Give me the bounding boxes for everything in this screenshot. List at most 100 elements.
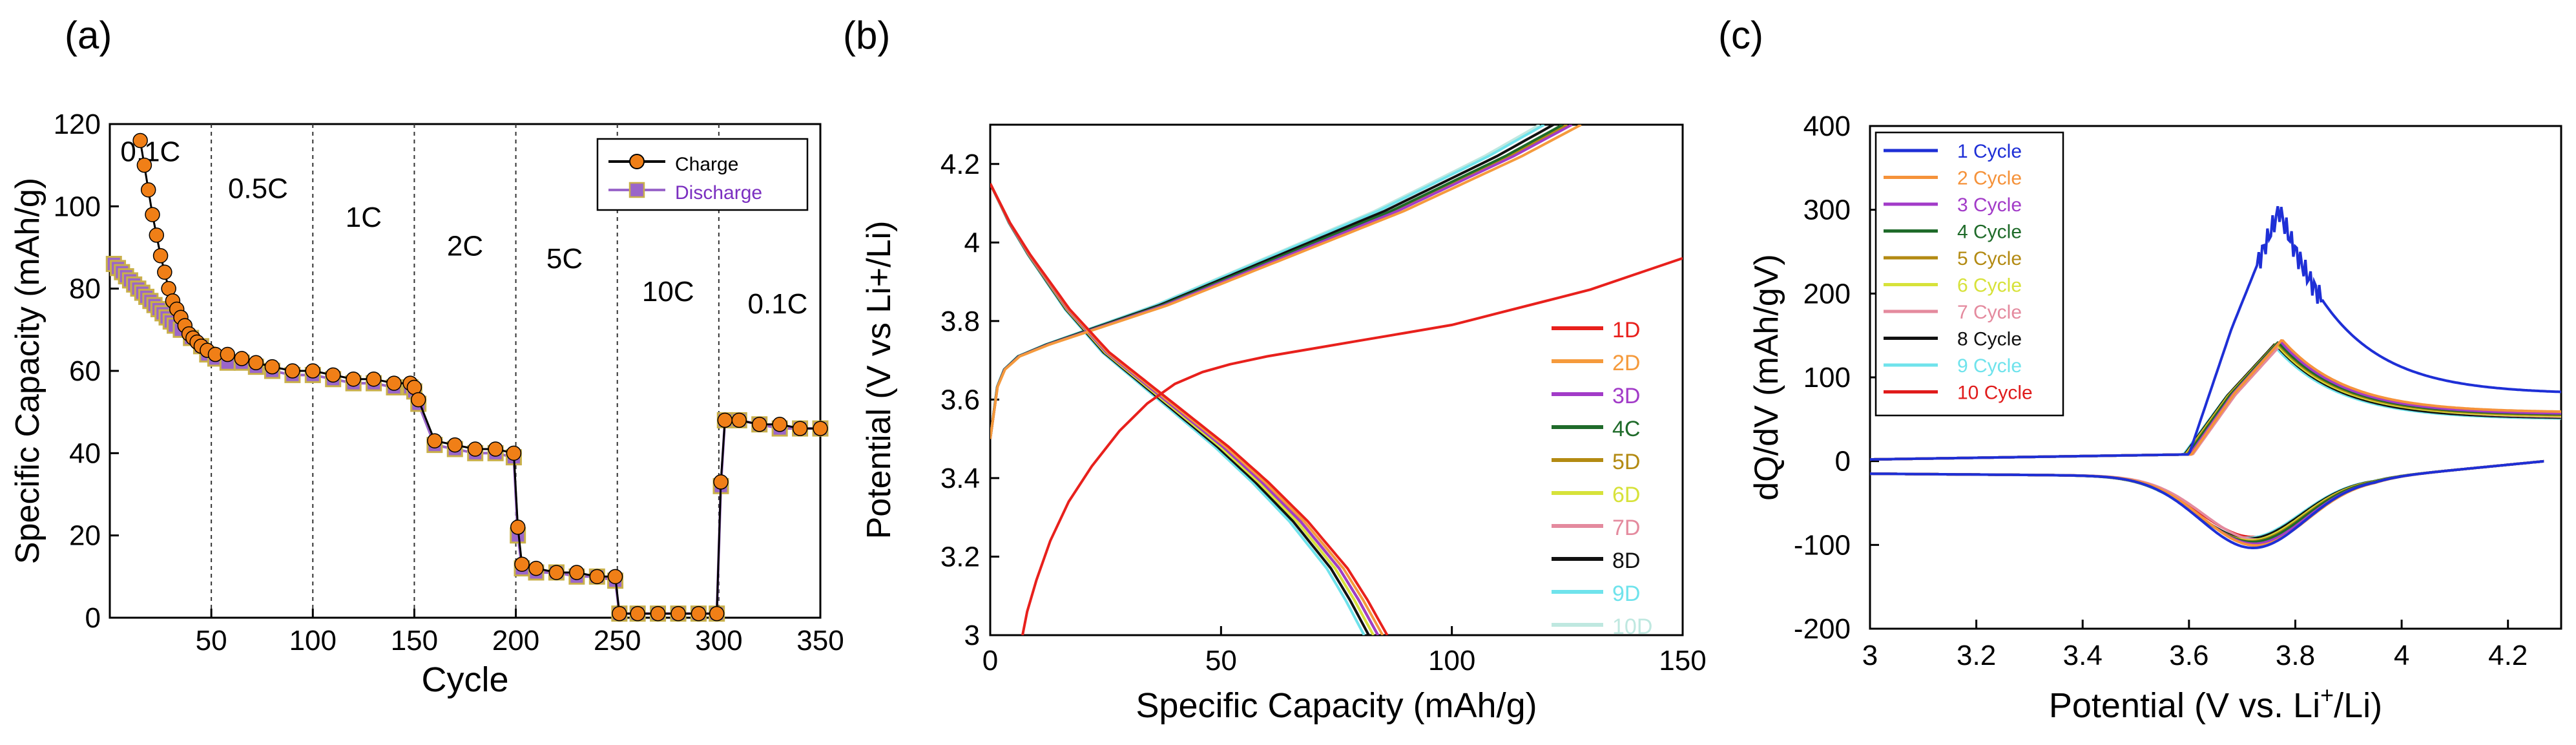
y-tick-label: 3.6 <box>940 384 980 415</box>
charge-point <box>467 441 483 457</box>
legend-label: 6D <box>1612 483 1640 507</box>
charge-curve <box>1021 257 1683 635</box>
x-tick-label: 50 <box>1205 645 1237 677</box>
legend-label: 8 Cycle <box>1957 329 2022 350</box>
charge-point <box>149 227 165 243</box>
discharge-line <box>112 263 820 615</box>
x-tick-label: 4.2 <box>2488 640 2528 671</box>
panel-a-legend: Charge Discharge <box>596 138 809 211</box>
legend-label: 10D <box>1612 614 1652 639</box>
legend-discharge-marker <box>628 182 645 198</box>
charge-point <box>751 417 767 432</box>
panel-a-xlabel: Cycle <box>421 660 508 699</box>
legend-charge-marker <box>629 154 645 169</box>
charge-point <box>528 560 544 576</box>
discharge-curve <box>990 183 1384 635</box>
charge-point <box>157 264 172 280</box>
panel-b-label: (b) <box>843 14 890 57</box>
x-tick-label: 0 <box>982 645 998 677</box>
charge-curve <box>990 125 1545 439</box>
charge-point <box>427 433 442 448</box>
discharge-curve <box>990 183 1380 635</box>
charge-point <box>136 157 152 173</box>
x-tick-label: 300 <box>695 625 742 656</box>
discharge-dqdv-curve <box>1870 459 2544 540</box>
x-tick-label: 3.2 <box>1957 640 1996 671</box>
legend-label: 6 Cycle <box>1957 275 2022 297</box>
charge-point <box>140 182 156 198</box>
y-tick-label: 120 <box>54 109 101 140</box>
legend-label: 7D <box>1612 516 1640 540</box>
legend-label: 3D <box>1612 384 1640 408</box>
y-tick-label: 40 <box>69 437 101 469</box>
legend-label: 2D <box>1612 351 1640 375</box>
legend-label: 1 Cycle <box>1957 141 2022 162</box>
charge-point <box>234 351 250 366</box>
rate-label: 0.5C <box>228 173 288 205</box>
panel-b-xlabel: Specific Capacity (mAh/g) <box>1136 686 1537 725</box>
legend-charge-label: Charge <box>675 154 738 175</box>
discharge-curve <box>990 183 1380 635</box>
panel-c-label: (c) <box>1718 14 1763 57</box>
charge-point <box>510 519 526 535</box>
y-tick-label: -200 <box>1794 613 1851 645</box>
legend-label: 1D <box>1612 318 1640 342</box>
charge-point <box>325 367 341 383</box>
x-tick-label: 200 <box>492 625 539 656</box>
charge-point <box>285 363 300 379</box>
charge-point <box>691 605 707 622</box>
panel-b-ylabel: Potential (V vs Li+/Li) <box>860 221 898 540</box>
y-tick-label: 3.8 <box>940 306 980 337</box>
discharge-dqdv-curve <box>1870 459 2544 541</box>
y-tick-label: 200 <box>1803 278 1851 310</box>
panel-a-data <box>105 132 829 622</box>
y-tick-label: 0 <box>1835 446 1851 477</box>
legend-label: 2 Cycle <box>1957 168 2022 189</box>
legend-label: 3 Cycle <box>1957 194 2022 216</box>
y-tick-label: 4.2 <box>940 149 980 180</box>
legend-label: 7 Cycle <box>1957 302 2022 323</box>
panel-b-data <box>990 125 1683 635</box>
y-tick-label: 400 <box>1803 110 1851 142</box>
y-tick-label: -100 <box>1794 529 1851 561</box>
panel-b-frame <box>989 123 1684 636</box>
x-tick-label: 3.8 <box>2276 640 2315 671</box>
legend-label: 10 Cycle <box>1957 383 2033 404</box>
y-tick-label: 4 <box>964 227 980 258</box>
panel-b-ticks: 0 50 100 150 3 3.2 3.4 3.6 3.8 4 4.2 <box>940 149 1707 677</box>
panel-c-xlabel-main: Potential (V vs. Li <box>2049 686 2320 725</box>
charge-curve <box>990 125 1582 439</box>
panel-c-xlabel: Potential (V vs. Li+/Li) <box>2049 682 2382 725</box>
panel-c-legend: 1 Cycle 2 Cycle 3 Cycle 4 Cycle 5 Cycle 6 Cyc… <box>1875 131 2064 417</box>
charge-point <box>589 569 605 585</box>
charge-point <box>612 605 627 622</box>
panel-b: (b) Potential (V vs Li+/Li) Specific Cap… <box>843 14 1707 725</box>
charge-point <box>264 359 280 375</box>
legend-discharge-label: Discharge <box>675 182 762 204</box>
panel-a: (a) Specific Capacity (mAh/g) Cycle 50 10… <box>9 14 844 699</box>
y-tick-label: 60 <box>69 355 101 387</box>
charge-point <box>709 605 725 622</box>
discharge-dqdv-curve <box>1870 459 2544 542</box>
charge-point <box>346 371 361 387</box>
charge-point <box>152 247 169 264</box>
y-tick-label: 300 <box>1803 194 1851 226</box>
charge-point <box>813 421 828 436</box>
discharge-curve <box>990 183 1389 635</box>
charge-point <box>410 392 426 408</box>
charge-point <box>569 565 585 580</box>
charge-point <box>248 355 264 371</box>
legend-label: 4 Cycle <box>1957 222 2022 243</box>
x-tick-label: 150 <box>391 625 438 656</box>
rate-label: 0.1C <box>748 288 808 320</box>
legend-label: 9D <box>1612 582 1640 606</box>
x-tick-label: 4 <box>2394 640 2409 671</box>
charge-point <box>650 605 666 622</box>
charge-point <box>772 417 787 432</box>
x-tick-label: 3 <box>1862 640 1878 671</box>
y-tick-label: 100 <box>1803 362 1851 393</box>
panel-a-ticks: 50 100 150 200 250 300 350 0 20 40 60 80 100 120 <box>54 109 844 656</box>
rate-label: 5C <box>546 243 583 275</box>
panel-a-ylabel: Specific Capacity (mAh/g) <box>9 178 47 564</box>
y-tick-label: 3.2 <box>940 541 980 572</box>
